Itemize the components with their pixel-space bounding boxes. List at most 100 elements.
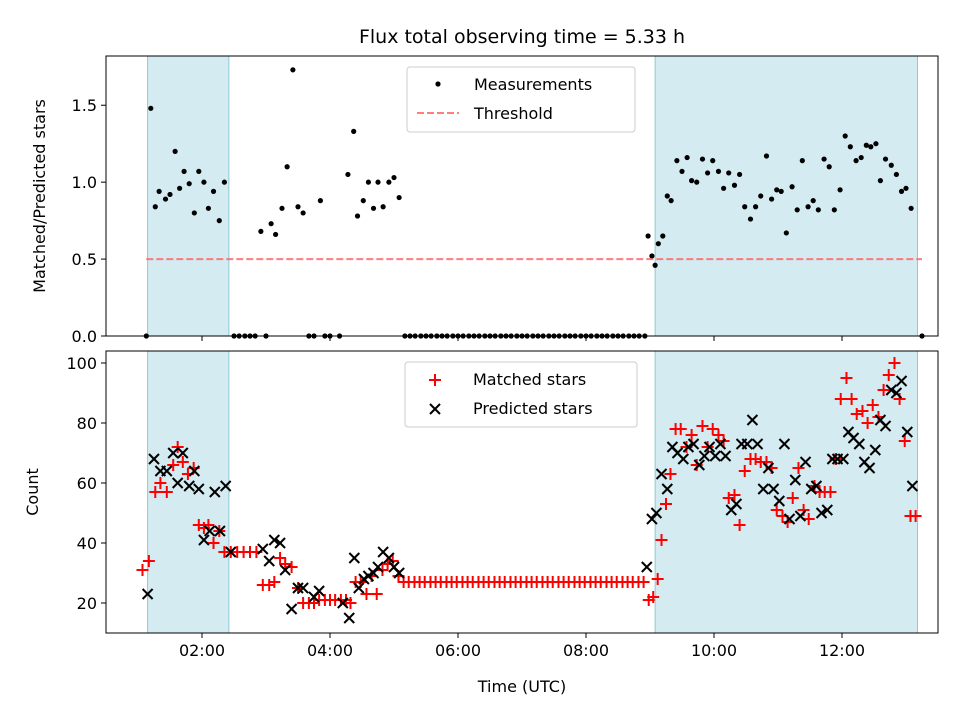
- data-point: [343, 612, 355, 624]
- data-point: [799, 158, 805, 164]
- data-point: [715, 168, 722, 174]
- data-point: [794, 510, 807, 522]
- data-point: [649, 253, 655, 259]
- data-point: [709, 450, 721, 462]
- data-point: [826, 453, 839, 465]
- data-point: [714, 438, 727, 450]
- data-point: [172, 148, 178, 154]
- data-point: [297, 582, 309, 594]
- data-point: [842, 133, 848, 139]
- data-point: [903, 185, 909, 191]
- data-point: [821, 156, 827, 162]
- data-point: [863, 462, 876, 474]
- data-point: [701, 441, 714, 453]
- data-point: [201, 179, 207, 185]
- data-point: [660, 498, 672, 510]
- data-point: [794, 207, 800, 213]
- data-point: [786, 492, 799, 504]
- data-point: [826, 164, 832, 170]
- data-point: [268, 534, 281, 546]
- data-point: [751, 438, 764, 450]
- data-point: [712, 429, 725, 441]
- data-point: [824, 486, 837, 498]
- data-point: [207, 537, 220, 549]
- data-point: [148, 105, 154, 111]
- data-point: [901, 426, 913, 438]
- data-point: [879, 420, 892, 432]
- data-point: [313, 585, 325, 597]
- data-point: [898, 188, 905, 194]
- ratio-legend: Measurements Threshold: [406, 66, 636, 133]
- data-point: [345, 171, 351, 178]
- data-point: [285, 603, 298, 615]
- data-point: [263, 555, 275, 567]
- data-point: [652, 262, 658, 268]
- data-point: [877, 384, 890, 396]
- data-point: [882, 369, 895, 381]
- data-point: [651, 573, 664, 585]
- data-point: [317, 198, 323, 204]
- x-tick-label: 06:00: [435, 641, 481, 660]
- x-tick-label: 10:00: [691, 641, 737, 660]
- data-point: [360, 198, 366, 204]
- data-point: [257, 543, 269, 555]
- data-point: [268, 576, 281, 588]
- data-point: [834, 393, 847, 405]
- threshold-legend-label: Threshold: [473, 104, 553, 123]
- data-point: [191, 210, 197, 216]
- data-point: [274, 537, 286, 549]
- data-point: [858, 154, 864, 161]
- data-point: [689, 178, 695, 184]
- data-point: [167, 459, 180, 471]
- data-point: [177, 185, 183, 191]
- data-point: [141, 588, 154, 600]
- data-point: [738, 465, 751, 477]
- data-point: [868, 144, 874, 150]
- data-point: [685, 429, 698, 441]
- data-point: [882, 156, 889, 162]
- data-point: [655, 241, 661, 247]
- data-point: [354, 213, 361, 219]
- data-point: [866, 399, 879, 411]
- data-point: [898, 435, 911, 447]
- data-point: [815, 207, 821, 213]
- ratio-ylabel: Matched/Predicted stars: [30, 99, 49, 293]
- data-point: [753, 204, 759, 210]
- data-point: [279, 558, 292, 570]
- data-point: [815, 507, 828, 519]
- data-point: [362, 570, 375, 582]
- data-point: [726, 170, 732, 176]
- y-tick-label: 1.0: [72, 173, 97, 192]
- data-point: [679, 168, 685, 174]
- data-point: [873, 141, 879, 147]
- data-point: [661, 483, 673, 495]
- data-point: [290, 67, 296, 73]
- data-point: [188, 465, 201, 477]
- data-point: [805, 204, 811, 210]
- data-point: [728, 489, 741, 501]
- ratio-panel: 0.0 0.5 1.0 1.5 Matched/Predicted stars Mea…: [30, 55, 939, 346]
- data-point: [370, 588, 383, 600]
- data-point: [655, 468, 668, 480]
- data-point: [778, 188, 784, 194]
- measurements-legend-label: Measurements: [474, 75, 592, 94]
- data-point: [684, 154, 690, 161]
- data-point: [853, 438, 865, 450]
- data-point: [641, 561, 653, 573]
- x-tick-label: 02:00: [179, 641, 225, 660]
- y-tick-label: 20: [77, 594, 97, 613]
- data-point: [705, 170, 711, 176]
- data-point: [696, 420, 709, 432]
- data-point: [845, 393, 858, 405]
- data-point: [877, 178, 884, 184]
- y-tick-label: 60: [77, 474, 97, 493]
- data-point: [674, 158, 680, 164]
- data-point: [167, 447, 179, 459]
- data-point: [789, 184, 795, 190]
- data-point: [821, 504, 833, 516]
- data-point: [383, 552, 395, 564]
- data-point: [219, 480, 232, 492]
- counts-axes-frame: [105, 350, 939, 634]
- data-point: [664, 468, 677, 480]
- data-point: [225, 546, 237, 558]
